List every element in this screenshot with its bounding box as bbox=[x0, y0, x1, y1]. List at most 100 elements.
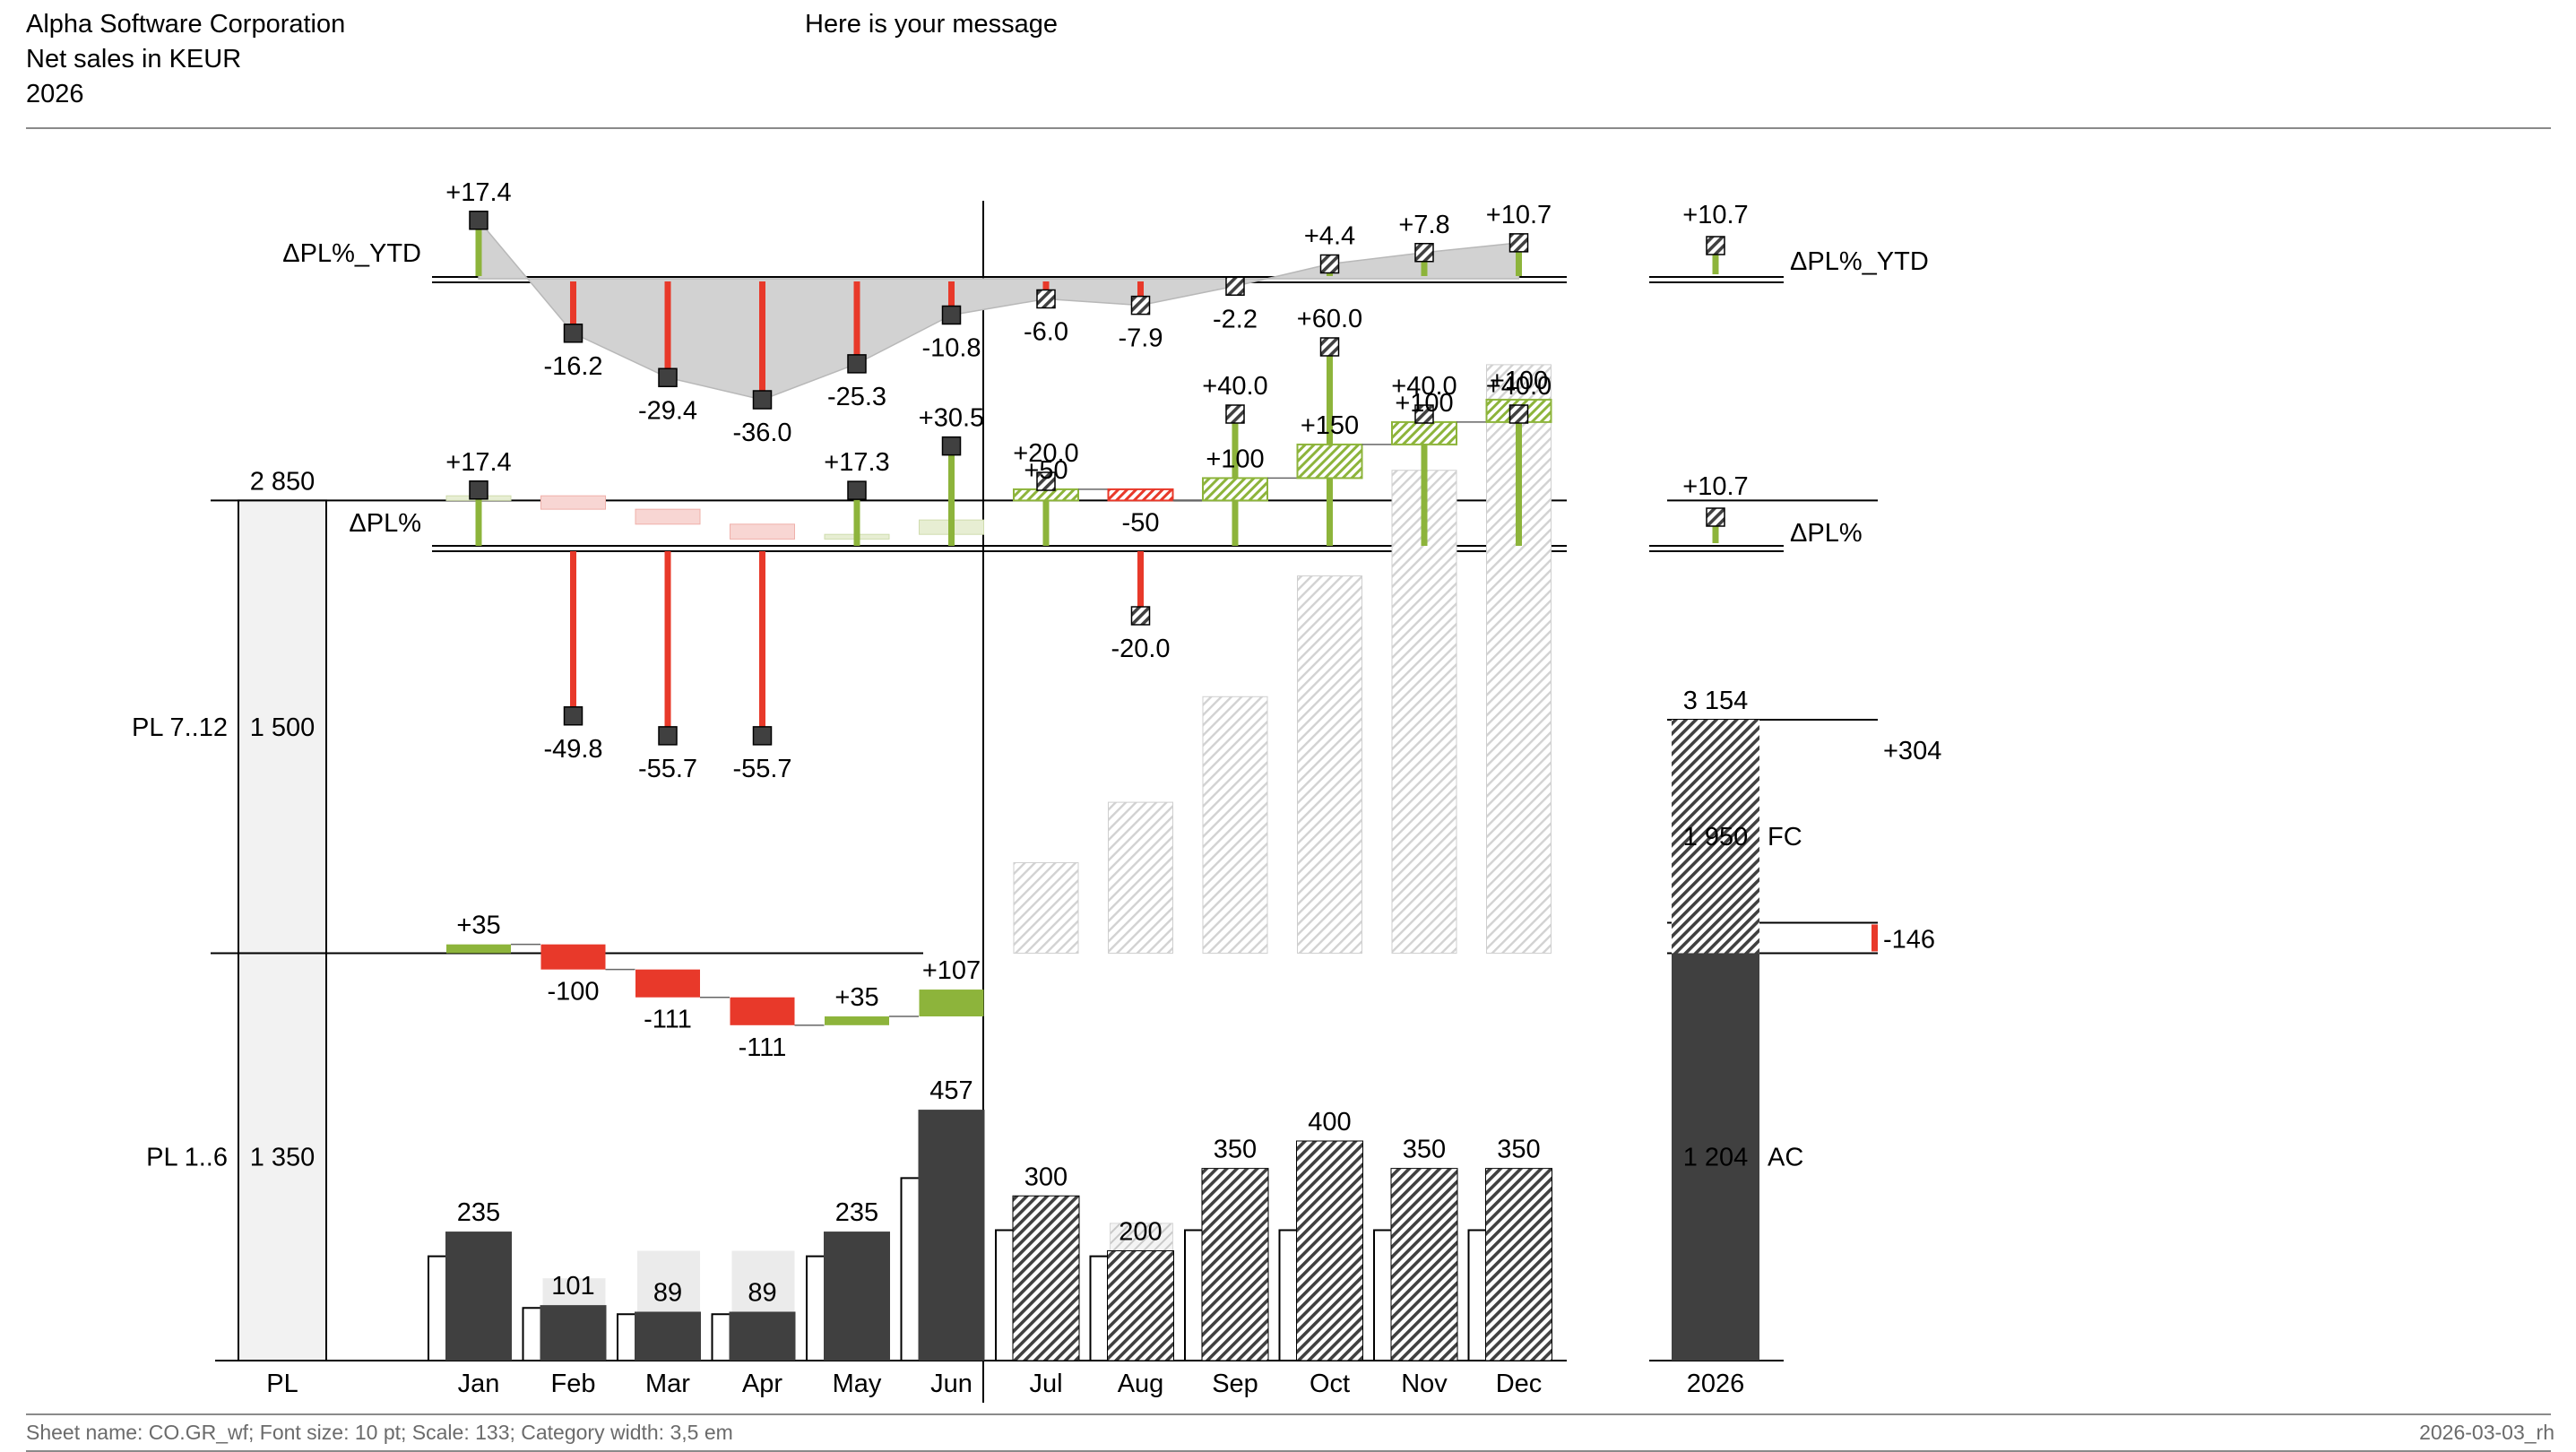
header-divider bbox=[26, 127, 2551, 129]
ytd-label-Jan: +17.4 bbox=[445, 178, 511, 207]
total-ac-bar bbox=[1672, 953, 1759, 1361]
total-fc-bar bbox=[1672, 720, 1759, 954]
variance-abs-label-Oct: +150 bbox=[1301, 411, 1359, 440]
report-header: Alpha Software Corporation Net sales in … bbox=[26, 7, 345, 112]
report-year: 2026 bbox=[26, 80, 84, 108]
pct-label-Nov: +40.0 bbox=[1391, 372, 1457, 401]
pct-label-Aug: -20.0 bbox=[1111, 635, 1170, 663]
category-label-Apr: Apr bbox=[742, 1370, 782, 1398]
total-h1-var-label: -146 bbox=[1883, 925, 1935, 954]
plan-tick-Oct bbox=[1278, 1229, 1301, 1361]
variance-step-Jul bbox=[1013, 488, 1079, 502]
value-label-Sep: 350 bbox=[1214, 1136, 1257, 1164]
ytd-pin-head-Aug bbox=[1130, 295, 1151, 315]
pl-h2-value-label: 1 500 bbox=[250, 713, 316, 742]
pct-pin-head-Mar bbox=[658, 726, 678, 746]
variance-abs-label-Dec: +100 bbox=[1490, 367, 1548, 395]
variance-step-Mar bbox=[635, 969, 700, 998]
variance-abs-label-Aug: -50 bbox=[1122, 508, 1160, 537]
variance-step-Sep bbox=[1202, 477, 1268, 502]
pct-label-Apr: -55.7 bbox=[732, 755, 791, 783]
category-label-Jun: Jun bbox=[930, 1370, 972, 1398]
footer-divider-bottom bbox=[26, 1450, 2551, 1452]
total-var-label: +304 bbox=[1883, 737, 1941, 765]
category-label-Aug: Aug bbox=[1118, 1370, 1164, 1398]
plan-tick-Aug bbox=[1089, 1255, 1112, 1361]
plan-tick-Jun bbox=[900, 1177, 923, 1361]
plan-tick-Mar bbox=[617, 1313, 639, 1361]
ghost-step-Apr bbox=[730, 523, 795, 540]
plan-tick-Feb bbox=[522, 1307, 545, 1361]
pct-row-label: ΔPL% bbox=[349, 509, 421, 538]
ytd-row-label: ΔPL%_YTD bbox=[282, 239, 421, 268]
ghost-step-Feb bbox=[540, 495, 606, 510]
pl-h2-bar bbox=[238, 499, 327, 955]
total-pct-pin-head bbox=[1706, 507, 1725, 527]
ghost-cum-Oct bbox=[1297, 575, 1362, 954]
pct-pin-head-Dec bbox=[1508, 404, 1529, 424]
pct-label-May: +17.3 bbox=[824, 448, 889, 477]
ytd-label-May: -25.3 bbox=[827, 383, 886, 411]
ytd-label-Dec: +10.7 bbox=[1486, 201, 1552, 229]
plan-tick-Jul bbox=[995, 1229, 1017, 1361]
total-ytd-label: +10.7 bbox=[1682, 201, 1748, 229]
pl-h1-bar bbox=[238, 952, 327, 1361]
variance-abs-label-Sep: +100 bbox=[1206, 445, 1264, 473]
value-bar-Mar bbox=[635, 1311, 701, 1361]
value-bar-Apr bbox=[729, 1311, 796, 1361]
pct-pin-head-Jan bbox=[469, 480, 488, 500]
value-label-Jul: 300 bbox=[1024, 1162, 1068, 1191]
ytd-area bbox=[478, 218, 1520, 401]
plan-tick-Dec bbox=[1467, 1229, 1491, 1361]
ytd-label-Nov: +7.8 bbox=[1398, 211, 1449, 239]
value-bar-Dec bbox=[1485, 1168, 1552, 1361]
value-bar-Sep bbox=[1201, 1168, 1269, 1361]
category-label-Nov: Nov bbox=[1401, 1370, 1448, 1398]
value-bar-Nov bbox=[1390, 1168, 1458, 1361]
pct-pin-head-Oct bbox=[1319, 337, 1340, 357]
variance-abs-label-Nov: +100 bbox=[1395, 389, 1453, 418]
category-label-May: May bbox=[833, 1370, 882, 1398]
pct-pin-head-May bbox=[847, 480, 867, 500]
ytd-pin-head-Nov bbox=[1414, 243, 1434, 263]
category-label-Feb: Feb bbox=[551, 1370, 596, 1398]
value-label-Feb: 101 bbox=[551, 1272, 594, 1301]
ytd-pin-head-Jan bbox=[469, 211, 488, 230]
total-fc-label: 1 950 bbox=[1683, 823, 1749, 851]
total-ac-name: AC bbox=[1768, 1144, 1803, 1172]
pct-label-Sep: +40.0 bbox=[1202, 372, 1267, 401]
ghost-cum-Sep bbox=[1202, 696, 1268, 954]
value-label-Jan: 235 bbox=[457, 1198, 500, 1227]
ghost-cum-Aug bbox=[1108, 801, 1173, 954]
variance-abs-label-Jul: +50 bbox=[1024, 456, 1068, 485]
category-label-Mar: Mar bbox=[645, 1370, 690, 1398]
ytd-pin-head-Jul bbox=[1036, 289, 1056, 309]
value-bar-Jun bbox=[918, 1110, 985, 1361]
plan-tick-Nov bbox=[1373, 1229, 1396, 1361]
footer-info: Sheet name: CO.GR_wf; Font size: 10 pt; … bbox=[26, 1421, 733, 1444]
ytd-label-Jun: -10.8 bbox=[921, 334, 981, 363]
variance-abs-label-Jan: +35 bbox=[456, 912, 500, 940]
ytd-label-Oct: +4.4 bbox=[1304, 222, 1355, 251]
value-label-Mar: 89 bbox=[653, 1278, 682, 1307]
value-bar-Oct bbox=[1296, 1140, 1363, 1361]
total-pct-label: +10.7 bbox=[1682, 472, 1748, 501]
total-pct-row-label: ΔPL% bbox=[1790, 519, 1863, 548]
variance-abs-label-Feb: -100 bbox=[547, 978, 599, 1007]
pl-h1-value-label: 1 350 bbox=[250, 1144, 316, 1172]
ytd-pin-head-Oct bbox=[1319, 254, 1340, 274]
total-ytd-pin-head bbox=[1706, 236, 1725, 255]
ghost-step-Mar bbox=[635, 508, 701, 525]
pct-pin-head-Aug bbox=[1130, 606, 1151, 626]
ytd-pin-head-Mar bbox=[658, 367, 678, 387]
total-category-label: 2026 bbox=[1687, 1370, 1745, 1398]
category-label-Dec: Dec bbox=[1496, 1370, 1543, 1398]
ytd-label-Jul: -6.0 bbox=[1024, 318, 1068, 347]
category-label-Jan: Jan bbox=[458, 1370, 500, 1398]
ytd-label-Mar: -29.4 bbox=[638, 396, 697, 425]
value-bar-Feb bbox=[540, 1305, 607, 1361]
ytd-pin-head-May bbox=[847, 354, 867, 374]
value-label-Oct: 400 bbox=[1308, 1108, 1351, 1137]
total-ac-label: 1 204 bbox=[1683, 1144, 1749, 1172]
measure-title: Net sales in KEUR bbox=[26, 45, 242, 73]
